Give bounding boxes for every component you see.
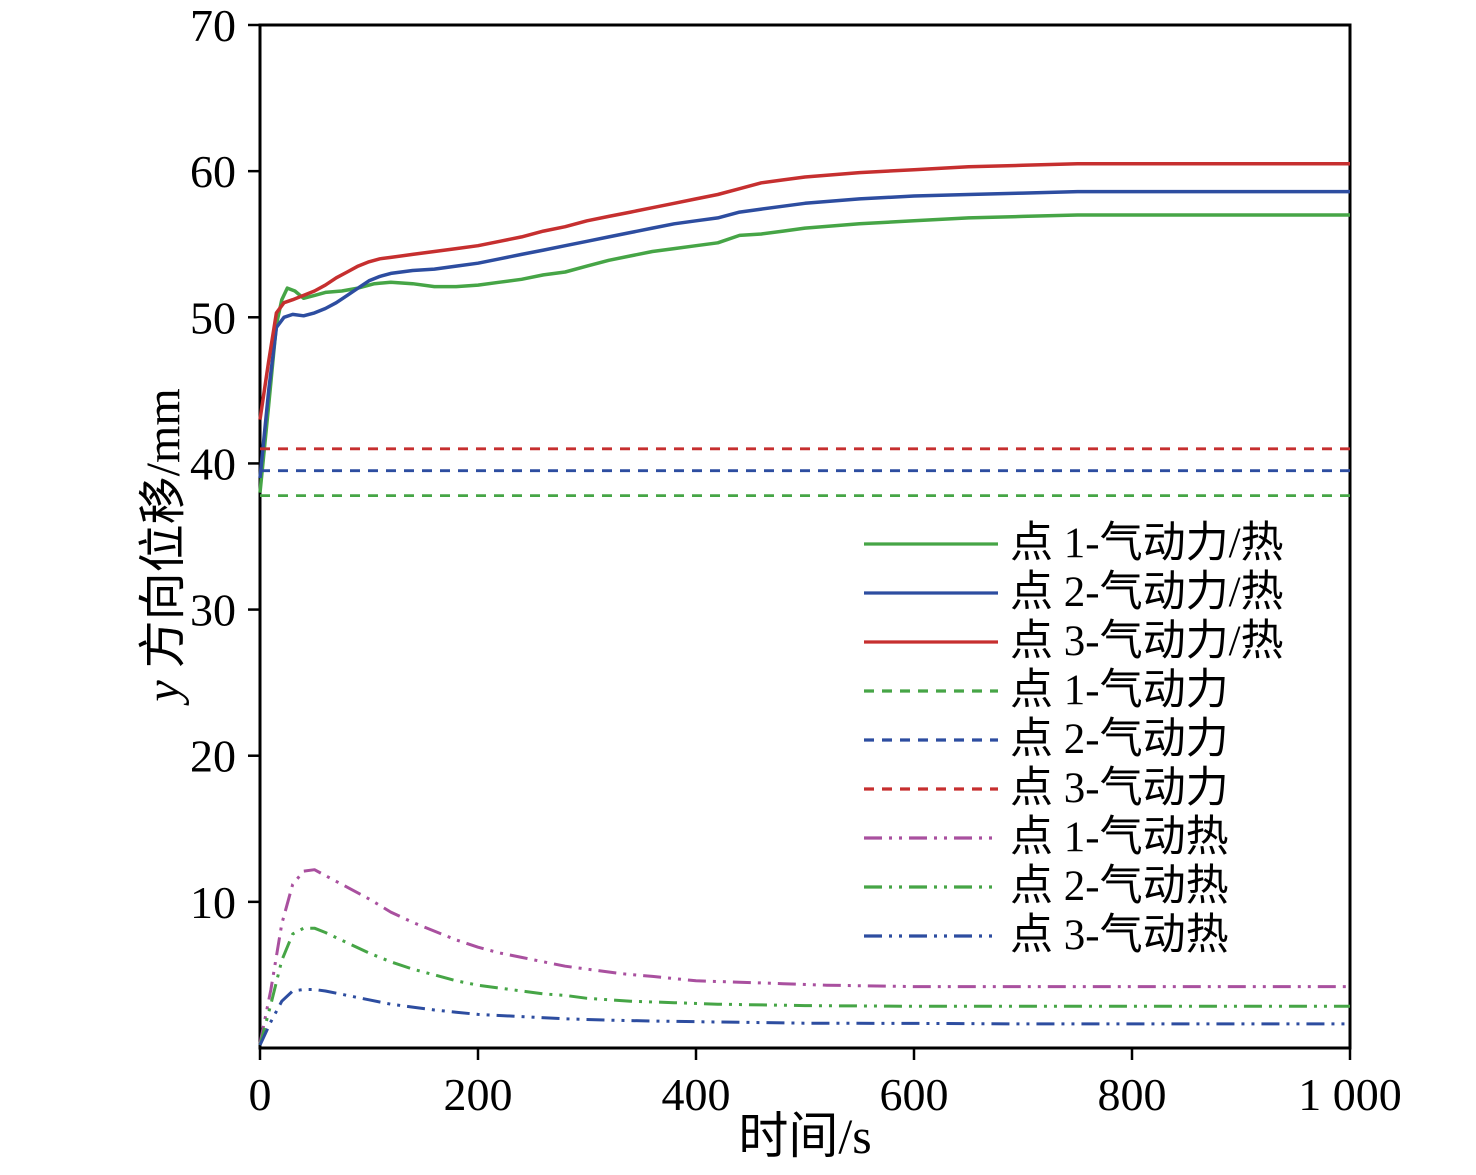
legend-item-p1-aero: 点 1-气动力 — [862, 666, 1284, 715]
legend-label: 点 1-气动热 — [1010, 814, 1229, 861]
y-tick-label: 40 — [190, 438, 236, 489]
legend-line-sample — [864, 688, 998, 693]
y-tick-label: 50 — [190, 292, 236, 343]
legend-label: 点 3-气动力 — [1010, 765, 1229, 812]
legend-line-sample — [864, 884, 998, 889]
legend-item-p2-thermal: 点 2-气动热 — [862, 862, 1284, 911]
y-tick-label: 20 — [190, 731, 236, 782]
legend-label: 点 2-气动热 — [1010, 863, 1229, 910]
series-p3-thermal — [258, 988, 1350, 1046]
x-tick-label: 800 — [1098, 1069, 1167, 1120]
legend-line-sample — [864, 786, 998, 791]
series-p1-aero-thermal — [258, 213, 1350, 493]
legend-item-p3-aero: 点 3-气动力 — [862, 764, 1284, 813]
x-tick-label: 400 — [662, 1069, 731, 1120]
plot-frame — [258, 23, 1352, 1050]
x-tick-label: 0 — [249, 1069, 272, 1120]
legend-item-p2-aero-thermal: 点 2-气动力/热 — [862, 568, 1284, 617]
legend-line-sample — [864, 933, 998, 938]
x-tick-label: 600 — [880, 1069, 949, 1120]
y-tick-label: 60 — [190, 146, 236, 197]
y-tick-label: 10 — [190, 877, 236, 928]
legend-label: 点 1-气动力/热 — [1010, 520, 1284, 567]
y-tick-label: 70 — [190, 0, 236, 51]
series-p3-aero-thermal — [258, 162, 1350, 420]
legend-item-p3-aero-thermal: 点 3-气动力/热 — [862, 617, 1284, 666]
x-axis-label: 时间/s — [738, 1108, 872, 1164]
series-p2-aero-thermal — [258, 189, 1350, 479]
legend-label: 点 2-气动力/热 — [1010, 569, 1284, 616]
legend-line-sample — [864, 590, 998, 595]
legend-item-p1-aero-thermal: 点 1-气动力/热 — [862, 519, 1284, 568]
y-axis-label: y 方向位移/mm — [123, 388, 193, 701]
legend-line-sample — [864, 541, 998, 546]
y-tick-label: 30 — [190, 585, 236, 636]
legend-line-sample — [864, 737, 998, 742]
y-axis-label-text: 方向位移/mm — [137, 388, 190, 681]
legend-label: 点 2-气动力 — [1010, 716, 1229, 763]
y-axis-label-variable: y — [137, 680, 190, 702]
x-tick-label: 200 — [444, 1069, 513, 1120]
legend-label: 点 1-气动力 — [1010, 667, 1229, 714]
legend-label: 点 3-气动热 — [1010, 912, 1229, 959]
legend-line-sample — [864, 835, 998, 840]
legend-label: 点 3-气动力/热 — [1010, 618, 1284, 665]
series-p2-thermal — [258, 926, 1350, 1046]
legend-item-p1-thermal: 点 1-气动热 — [862, 813, 1284, 862]
legend-item-p2-aero: 点 2-气动力 — [862, 715, 1284, 764]
series-p1-thermal — [258, 868, 1350, 1044]
x-tick-label: 1 000 — [1298, 1069, 1402, 1120]
legend: 点 1-气动力/热点 2-气动力/热点 3-气动力/热点 1-气动力点 2-气动… — [862, 519, 1284, 960]
legend-line-sample — [864, 639, 998, 644]
legend-item-p3-thermal: 点 3-气动热 — [862, 911, 1284, 960]
